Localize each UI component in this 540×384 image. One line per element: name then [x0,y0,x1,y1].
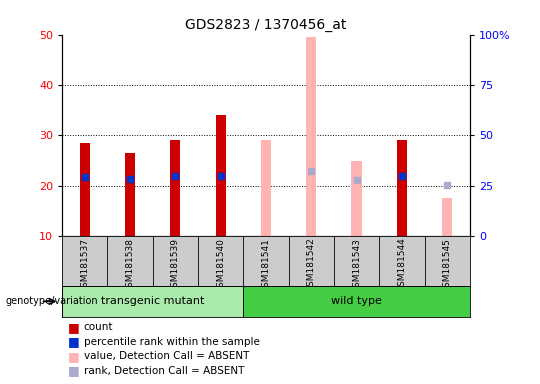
Text: GSM181541: GSM181541 [261,238,271,293]
Title: GDS2823 / 1370456_at: GDS2823 / 1370456_at [185,18,347,32]
Bar [442,199,452,236]
Bar [261,141,271,236]
Bar [170,141,180,236]
Text: GSM181539: GSM181539 [171,238,180,293]
Bar [62,286,244,317]
Text: genotype/variation: genotype/variation [5,296,98,306]
Text: GSM181537: GSM181537 [80,238,89,293]
Text: percentile rank within the sample: percentile rank within the sample [84,337,260,347]
Text: transgenic mutant: transgenic mutant [101,296,204,306]
Text: GSM181538: GSM181538 [126,238,134,293]
Text: ■: ■ [68,321,79,334]
Text: ■: ■ [68,335,79,348]
Text: GSM181542: GSM181542 [307,238,316,292]
Bar [125,153,135,236]
Bar [215,115,226,236]
Bar [306,37,316,236]
Text: count: count [84,322,113,332]
Text: rank, Detection Call = ABSENT: rank, Detection Call = ABSENT [84,366,244,376]
Text: GSM181545: GSM181545 [443,238,451,293]
Text: GSM181540: GSM181540 [216,238,225,293]
Bar [352,161,362,236]
Text: value, Detection Call = ABSENT: value, Detection Call = ABSENT [84,351,249,361]
Text: ■: ■ [68,364,79,377]
Bar [80,143,90,236]
Text: GSM181544: GSM181544 [397,238,406,292]
Text: GSM181543: GSM181543 [352,238,361,293]
Bar [244,286,470,317]
Bar [397,141,407,236]
Text: ■: ■ [68,350,79,363]
Text: wild type: wild type [331,296,382,306]
